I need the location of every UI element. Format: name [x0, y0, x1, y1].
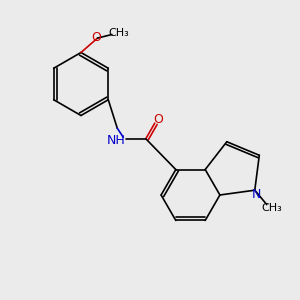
Text: NH: NH [106, 134, 125, 147]
Text: CH₃: CH₃ [108, 28, 129, 38]
Text: O: O [153, 113, 163, 126]
Text: O: O [91, 31, 101, 44]
Text: CH₃: CH₃ [262, 202, 283, 213]
Text: N: N [251, 188, 261, 201]
